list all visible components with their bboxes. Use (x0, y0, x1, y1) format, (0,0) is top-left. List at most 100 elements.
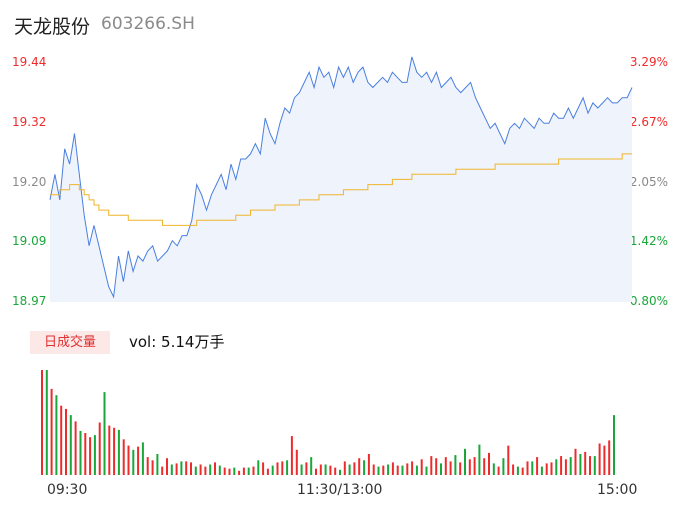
volume-bar (223, 467, 226, 475)
volume-bar (266, 468, 269, 475)
volume-bar (348, 464, 351, 475)
y-right-label-4: 0.80% (629, 294, 668, 308)
volume-bar (396, 465, 399, 475)
volume-bar (502, 458, 505, 475)
volume-bar (204, 466, 207, 475)
volume-bar (464, 448, 466, 476)
volume-bar (319, 464, 322, 475)
volume-bar (65, 408, 67, 476)
volume-bar (55, 395, 58, 475)
volume-bar (141, 442, 144, 475)
volume-bar (526, 461, 529, 476)
volume-bar (281, 461, 284, 476)
x-label-midday: 11:30/13:00 (297, 482, 383, 498)
volume-bar (579, 454, 582, 475)
volume-bar (415, 465, 418, 475)
volume-bar (593, 456, 596, 475)
volume-bar (286, 460, 289, 475)
volume-bar (483, 458, 486, 475)
volume-bar (276, 462, 279, 475)
volume-bar (382, 465, 385, 475)
volume-bar (391, 462, 394, 475)
volume-bar (41, 370, 43, 475)
volume-bar (468, 459, 471, 476)
volume-bar (540, 466, 543, 475)
volume-bar (598, 443, 601, 475)
volume-bar (137, 446, 140, 475)
volume-bar (459, 462, 462, 475)
volume-bar (507, 445, 510, 475)
volume-bar (488, 452, 490, 475)
volume-bar (89, 437, 92, 475)
volume-bar (190, 462, 192, 475)
y-right-label-0: 3.29% (629, 55, 668, 69)
volume-bar (512, 464, 515, 475)
volume-bar (339, 469, 341, 476)
volume-bar (315, 468, 317, 475)
volume-bar (324, 464, 327, 475)
volume-bar (444, 457, 447, 475)
volume-bar (185, 461, 188, 476)
volume-bar (238, 470, 241, 475)
volume-bar (271, 465, 274, 475)
volume-bar (132, 449, 135, 475)
volume-bar (84, 433, 87, 475)
x-label-open: 09:30 (47, 482, 88, 498)
volume-bar (310, 457, 313, 475)
volume-bar (228, 468, 231, 475)
volume-bar (569, 457, 572, 475)
volume-bar (166, 458, 168, 475)
volume-bar (334, 467, 337, 475)
volume-bar (363, 460, 366, 475)
y-left-label-1: 19.32 (12, 115, 47, 129)
volume-bar (343, 461, 346, 476)
y-left-label-3: 19.09 (12, 234, 47, 248)
y-left-label-0: 19.44 (12, 55, 47, 69)
price-line (49, 56, 633, 299)
x-label-close: 15:00 (597, 482, 638, 498)
volume-bar (300, 464, 303, 475)
volume-bar (247, 467, 250, 475)
volume-bar (367, 454, 370, 475)
volume-bar (430, 456, 433, 475)
volume-bar (305, 462, 308, 475)
volume-bar (411, 461, 414, 476)
volume-bar (45, 370, 48, 475)
price-area (50, 56, 632, 303)
volume-bar (372, 464, 375, 475)
volume-bar (420, 459, 423, 476)
volume-bar (194, 466, 197, 475)
volume-bar (199, 464, 202, 475)
volume-bar (521, 467, 524, 475)
volume-bar (233, 467, 236, 475)
volume-bar (425, 466, 428, 475)
stock-name: 天龙股份 (14, 16, 91, 38)
y-right-label-1: 2.67% (629, 115, 668, 129)
y-left-label-2: 19.20 (12, 175, 47, 189)
volume-bar (560, 456, 563, 475)
volume-badge[interactable]: 日成交量 (30, 331, 110, 354)
volume-bar (209, 464, 212, 475)
volume-bar (603, 445, 606, 475)
volume-bar (146, 457, 149, 475)
y-left-label-4: 18.97 (12, 294, 47, 308)
volume-bar (536, 457, 539, 475)
stock-code: 603266.SH (101, 14, 195, 34)
volume-bar (478, 444, 481, 475)
volume-bar (69, 415, 72, 475)
volume-bar (252, 466, 255, 475)
volume-bar (74, 421, 77, 475)
average-line (50, 153, 632, 226)
y-right-label-3: 1.42% (629, 234, 668, 248)
volume-bar (613, 415, 615, 475)
volume-bar (608, 440, 611, 475)
volume-bar (473, 457, 476, 475)
volume-bar (290, 436, 293, 475)
volume-bar (170, 464, 173, 475)
volume-bar (353, 462, 356, 475)
volume-bar (435, 458, 438, 475)
volume-bar (358, 458, 361, 475)
volume-bar (545, 463, 548, 475)
volume-bar (584, 451, 587, 475)
